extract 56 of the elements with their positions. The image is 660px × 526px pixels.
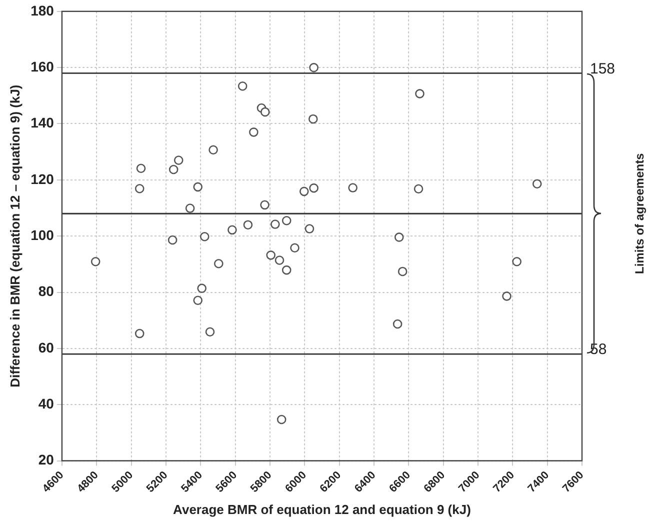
point [398,266,408,276]
point [134,184,144,194]
point [266,250,276,260]
point [532,179,542,188]
point [348,183,358,192]
point [274,256,284,265]
point [414,184,424,194]
point [276,414,286,424]
point [185,204,195,213]
point [168,164,178,174]
point [134,328,144,338]
y-tick-label: 140 [30,114,54,131]
point [394,232,404,242]
point [193,296,203,306]
y-tick-label: 20 [38,452,54,468]
point [214,258,224,268]
point [260,200,270,210]
point [282,265,292,275]
point [174,156,184,165]
ref-line-label: 158 [590,60,616,78]
point [392,319,402,329]
point [502,292,512,301]
point [90,256,100,266]
point [260,107,270,117]
text: Limits of agreements [632,152,646,274]
y-tick-label: 180 [30,2,54,18]
point [168,235,178,245]
point [136,164,146,174]
point [228,225,237,235]
point [309,62,318,72]
y-tick-label: 160 [30,58,54,74]
y-tick-label: 40 [38,395,54,412]
y-tick-label: 120 [30,170,54,187]
point [512,256,522,266]
point [308,114,318,124]
point [238,81,248,91]
point [200,232,210,242]
point [270,220,280,229]
point [290,243,300,253]
y-tick-label: 80 [38,283,54,300]
point [205,327,215,336]
ref-line-label: 58 [590,341,607,358]
y-tick-label: 100 [30,226,54,243]
point [299,186,309,196]
point [282,216,292,226]
point [304,224,314,234]
point [208,145,218,155]
point [309,183,318,193]
point [193,182,203,192]
y-axis-title: Difference in BMR (equation 12 – equation 9) (kJ) [7,84,22,388]
point [197,284,206,293]
point [243,220,253,230]
point [415,89,424,98]
point [249,128,258,137]
y-tick-label: 60 [38,339,54,356]
x-axis-title: Average BMR of equation 12 and equation 9 (kJ) [173,502,471,517]
